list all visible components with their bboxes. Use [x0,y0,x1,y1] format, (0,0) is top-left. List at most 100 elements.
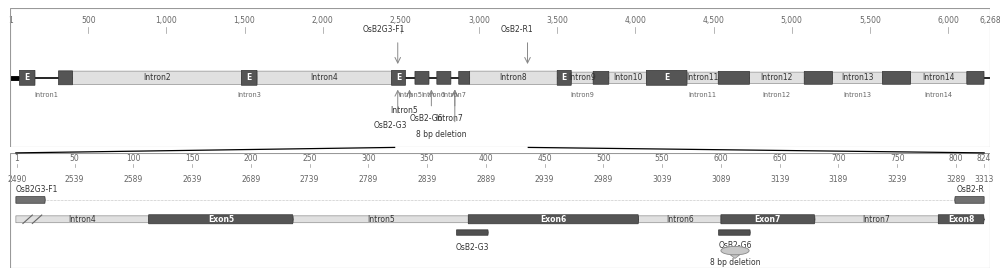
Text: 500: 500 [81,16,95,25]
Text: OsB2-R: OsB2-R [956,185,984,194]
Text: Intron1: Intron1 [35,92,59,98]
Polygon shape [459,71,470,84]
FancyBboxPatch shape [16,216,149,223]
Polygon shape [730,255,740,259]
Polygon shape [955,197,984,203]
Text: 3189: 3189 [829,175,848,184]
Polygon shape [149,215,293,224]
Text: Intron5: Intron5 [367,215,395,224]
Polygon shape [718,71,750,84]
Text: 2789: 2789 [359,175,378,184]
Text: 2490: 2490 [7,175,27,184]
Text: Intron13: Intron13 [841,73,874,82]
Text: 400: 400 [479,153,493,162]
Text: Intron5: Intron5 [390,106,418,115]
Text: 2739: 2739 [300,175,319,184]
Text: Intron12: Intron12 [761,73,793,82]
Text: 4,500: 4,500 [703,16,725,25]
Text: Exon8: Exon8 [948,215,974,224]
Text: 2589: 2589 [124,175,143,184]
Text: E: E [562,73,567,82]
Text: 6,000: 6,000 [937,16,959,25]
Text: E: E [396,73,401,82]
Polygon shape [468,215,639,224]
Text: 2689: 2689 [241,175,261,184]
Text: OsB2-G3: OsB2-G3 [456,244,489,253]
FancyBboxPatch shape [911,72,967,84]
Polygon shape [646,70,687,85]
Text: 600: 600 [714,153,728,162]
Text: Exon5: Exon5 [208,215,234,224]
Text: E: E [25,73,30,82]
Text: OsB2-G3: OsB2-G3 [373,121,407,130]
Text: 100: 100 [126,153,141,162]
Text: OsB2-G6: OsB2-G6 [409,114,443,123]
Text: Inton10: Inton10 [613,73,642,82]
Text: 1,000: 1,000 [155,16,177,25]
Text: 5,500: 5,500 [859,16,881,25]
Text: 50: 50 [70,153,80,162]
Polygon shape [19,70,35,85]
Polygon shape [16,197,45,203]
Text: 550: 550 [655,153,669,162]
FancyBboxPatch shape [257,71,391,84]
Text: 2,500: 2,500 [390,16,412,25]
Text: Exon7: Exon7 [755,215,781,224]
FancyBboxPatch shape [750,72,804,84]
Text: Intron7: Intron7 [863,215,890,224]
Text: 300: 300 [361,153,376,162]
Text: 200: 200 [244,153,258,162]
Polygon shape [415,71,429,84]
Text: 150: 150 [185,153,199,162]
Polygon shape [719,230,750,235]
Text: 3039: 3039 [652,175,672,184]
Text: 3089: 3089 [711,175,731,184]
Text: Intron3: Intron3 [237,92,261,98]
Text: 3,500: 3,500 [546,16,568,25]
Text: Intron4: Intron4 [68,215,96,224]
Text: Intron4: Intron4 [310,73,338,82]
Text: Intron11: Intron11 [689,92,717,98]
FancyBboxPatch shape [73,71,241,84]
Text: 1: 1 [8,16,13,25]
Polygon shape [557,70,571,85]
Text: 2639: 2639 [182,175,202,184]
Ellipse shape [721,247,749,255]
FancyBboxPatch shape [470,71,557,84]
Text: 8 bp deletion: 8 bp deletion [416,129,467,138]
Text: 700: 700 [831,153,846,162]
Polygon shape [58,71,73,85]
Polygon shape [882,71,911,84]
Text: Intron7: Intron7 [435,114,463,123]
Text: 500: 500 [596,153,611,162]
Text: 350: 350 [420,153,434,162]
FancyBboxPatch shape [293,216,468,223]
Text: 4,000: 4,000 [624,16,646,25]
FancyBboxPatch shape [639,216,721,223]
Text: Intron8: Intron8 [500,73,527,82]
Text: Intron9: Intron9 [568,73,596,82]
Text: 6,268: 6,268 [979,16,1000,25]
Text: Intron11: Intron11 [686,73,719,82]
Text: OsB2G3-F1: OsB2G3-F1 [362,25,405,34]
Text: 3289: 3289 [946,175,966,184]
Text: Intron9: Intron9 [570,92,594,98]
Text: 3139: 3139 [770,175,789,184]
Text: Intron12: Intron12 [763,92,791,98]
Text: OsB2G3-F1: OsB2G3-F1 [16,185,58,194]
FancyBboxPatch shape [609,72,646,84]
Text: Intron13: Intron13 [843,92,871,98]
Text: Intron14: Intron14 [922,73,955,82]
Polygon shape [804,71,832,84]
Text: E: E [664,73,669,82]
Text: Exon6: Exon6 [540,215,567,224]
Text: 650: 650 [772,153,787,162]
Text: Intron14: Intron14 [925,92,953,98]
Text: 3239: 3239 [887,175,907,184]
Polygon shape [437,71,451,84]
FancyBboxPatch shape [832,72,882,84]
Text: 3313: 3313 [974,175,994,184]
Text: OsB2-R1: OsB2-R1 [500,25,533,34]
Text: 2839: 2839 [418,175,437,184]
Text: 8 bp deletion: 8 bp deletion [710,258,760,267]
